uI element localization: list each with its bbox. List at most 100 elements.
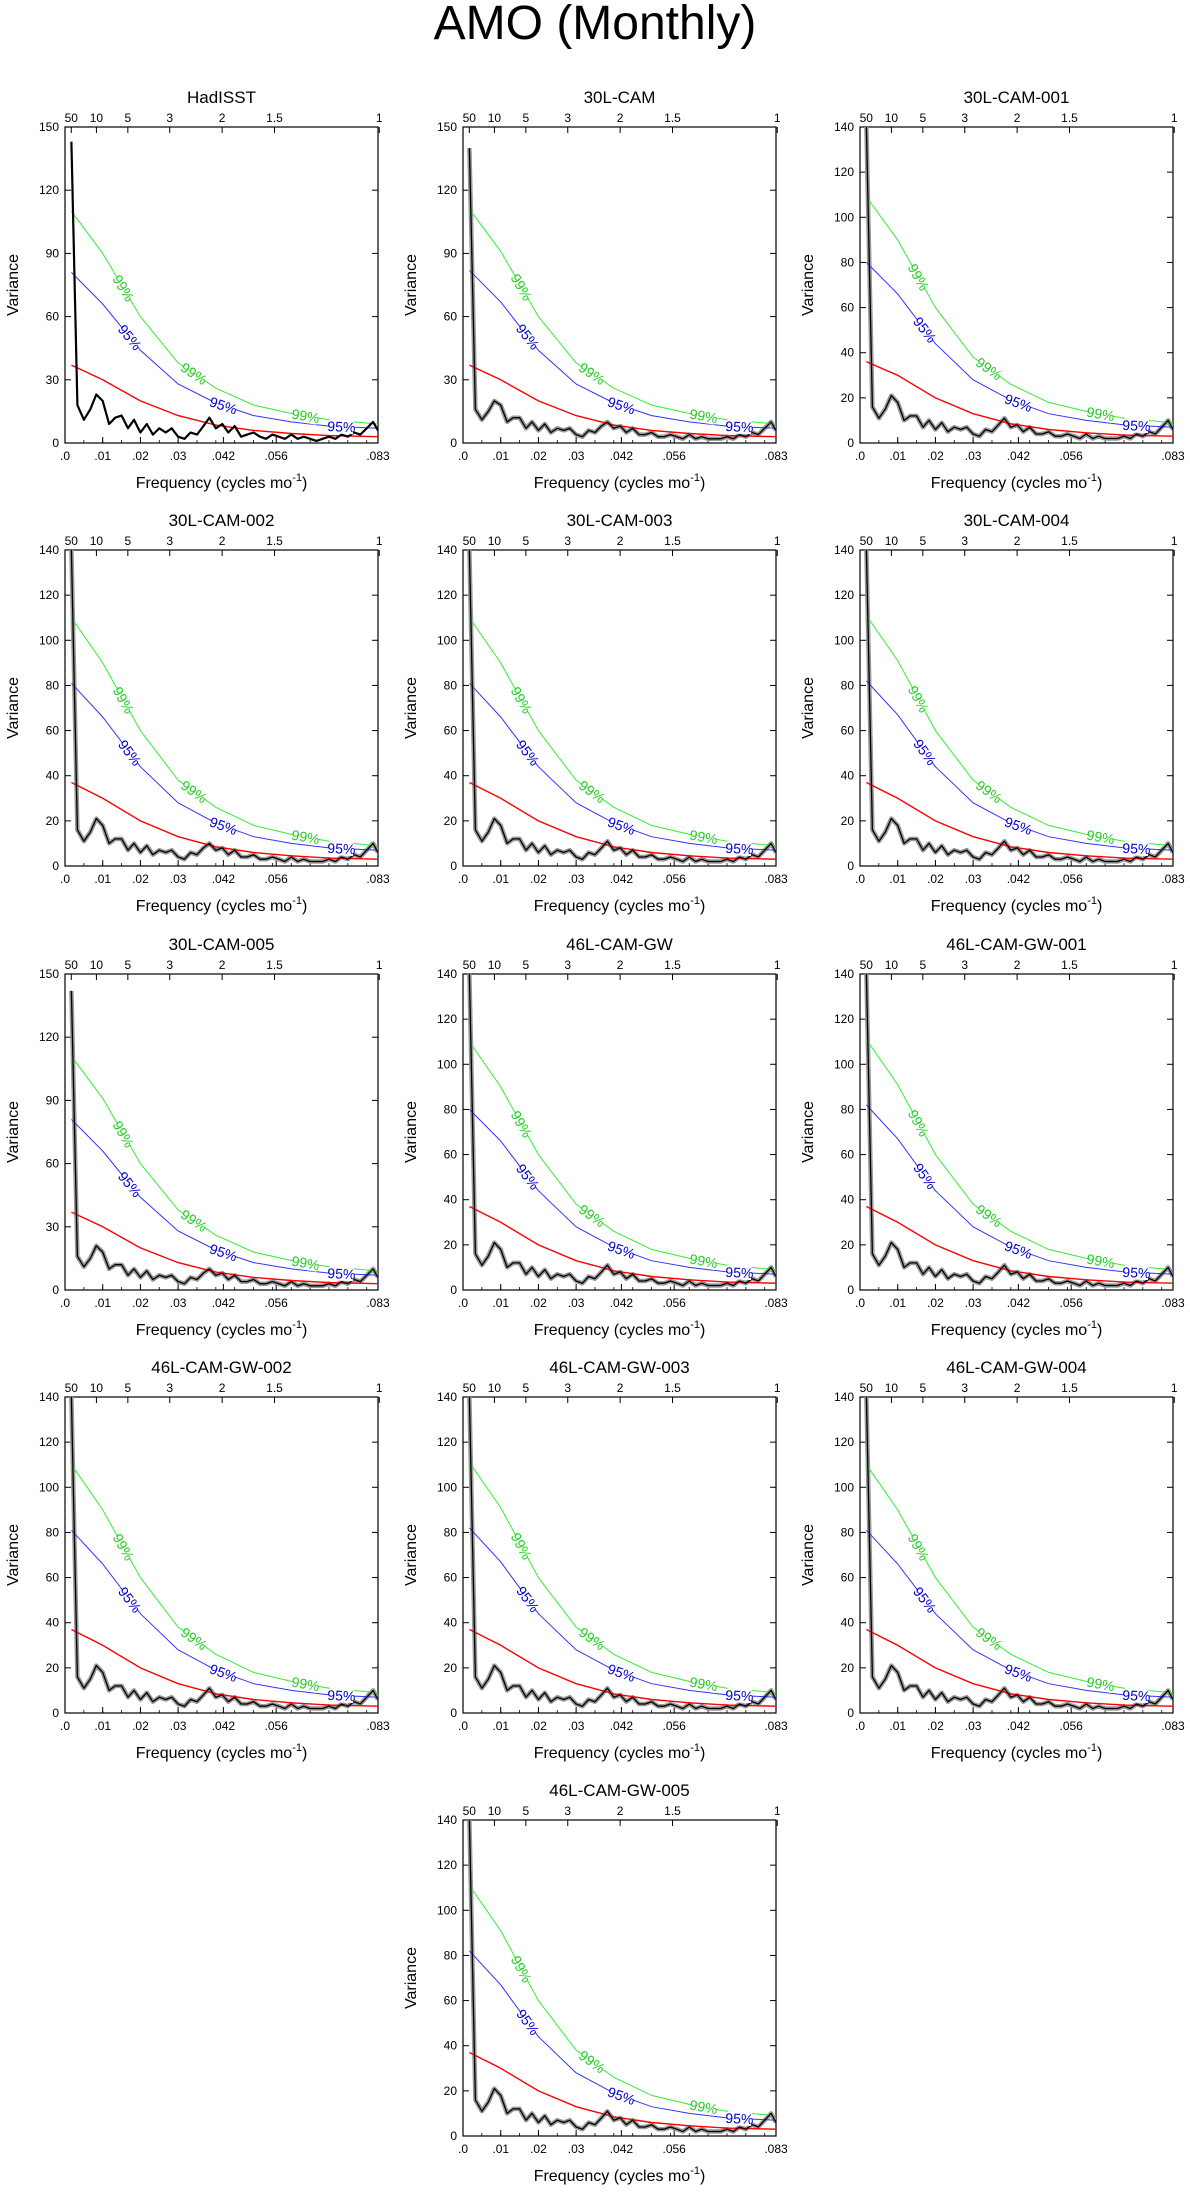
y-axis-label: Variance [403,254,420,316]
sig99-label: 99% [508,1953,535,1985]
sig95-label-bg [607,395,635,416]
period-tick-label: 50 [65,111,79,125]
y-tick-label: 150 [437,120,457,134]
y-tick-label: 100 [39,633,59,647]
y-tick-label: 30 [444,373,458,387]
x-tick-label: .042 [610,2142,634,2156]
y-tick-label: 150 [39,120,59,134]
x-tick-label: .01 [492,2142,509,2156]
y-tick-label: 100 [834,1480,854,1494]
x-tick-label: .02 [530,872,547,886]
period-tick-label: 3 [166,111,173,125]
y-tick-label: 80 [841,678,855,692]
x-tick-label: .01 [94,1296,111,1310]
sig95-label-bg [209,395,237,416]
period-tick-label: 10 [885,958,899,972]
period-tick-label: 10 [90,111,104,125]
x-tick-label: .083 [764,1719,788,1733]
x-tick-label: .01 [94,1719,111,1733]
x-tick-label: .03 [170,872,187,886]
y-tick-label: 0 [52,436,59,450]
sig95-label-bg [607,2085,636,2107]
x-tick-label: .083 [366,1296,390,1310]
period-tick-label: 3 [564,111,571,125]
sig99-label-bg [690,1251,717,1270]
sig99-label-bg [111,1120,136,1149]
x-tick-label: .042 [1007,872,1031,886]
plot-frame [64,1396,379,1714]
sig95-label: 95% [327,1265,356,1282]
sig95-label: 95% [725,840,754,857]
x-tick-label: .083 [764,872,788,886]
y-axis-label: Variance [5,1101,22,1163]
sig99-label-bg [690,1674,717,1693]
sig95-label-bg [727,419,752,435]
x-tick-label: .02 [927,1296,944,1310]
period-tick-label: 1 [774,111,781,125]
sig99-label-bg [975,1625,1003,1652]
y-tick-label: 0 [450,436,457,450]
sig99-label-bg [975,1202,1003,1229]
y-tick-label: 60 [46,1571,60,1585]
y-tick-label: 140 [39,543,59,557]
sig95-label-bg [515,738,541,767]
period-tick-label: 1.5 [664,534,681,548]
y-tick-label: 100 [437,1057,457,1071]
sig95-label: 95% [327,418,356,435]
sig95-label-bg [209,1662,238,1684]
plot-frame [462,549,777,867]
y-tick-label: 140 [437,1390,457,1404]
y-tick-label: 20 [46,814,60,828]
series-group [864,127,1173,441]
sig95-label: 95% [725,1687,754,1704]
y-tick-label: 0 [52,1706,59,1720]
red-noise-line [469,2051,776,2130]
panel-title: 46L-CAM-GW [566,935,673,954]
x-tick-label: .03 [568,1296,585,1310]
sig99-label-bg [578,1625,606,1652]
x-tick-label: .03 [568,1719,585,1733]
period-tick-label: 3 [564,1381,571,1395]
sig95-label-bg [1004,1239,1033,1261]
spectrum-spread-line [467,148,776,442]
sig95-label-bg [515,2008,541,2036]
sig99-label: 99% [905,261,933,293]
x-axis-label: Frequency (cycles mo-1) [534,1319,706,1339]
x-tick-label: .01 [492,1719,509,1733]
series-group [467,550,776,864]
period-tick-label: 1.5 [664,1804,681,1818]
sig95-label: 95% [605,1238,637,1263]
period-tick-label: 3 [166,534,173,548]
series-group [864,550,1173,864]
x-axis-label: Frequency (cycles mo-1) [534,472,706,492]
panel-title: 30L-CAM-003 [567,511,673,530]
x-tick-label: .01 [889,1719,906,1733]
spectrum-spread-line [864,1397,1173,1711]
panel-title: 30L-CAM-005 [169,935,275,954]
sig99-line [468,617,776,847]
sig99-label: 99% [508,271,536,303]
sig99-label: 99% [688,1251,718,1272]
y-tick-label: 0 [847,1283,854,1297]
sig99-label: 99% [508,1108,536,1140]
sig99-label-bg [1087,1251,1114,1270]
sig95-label: 95% [513,1161,543,1193]
period-tick-label: 1 [1171,111,1178,125]
y-tick-label: 40 [444,769,458,783]
period-tick-label: 50 [860,1381,874,1395]
y-axis-label: Variance [403,1101,420,1163]
y-tick-label: 80 [444,1948,458,1962]
x-tick-label: .02 [530,1719,547,1733]
sig99-label: 99% [109,272,137,304]
period-tick-label: 1 [774,534,781,548]
x-tick-label: .083 [1161,449,1185,463]
period-tick-label: 3 [961,111,968,125]
sig99-label-bg [292,1674,319,1693]
period-tick-label: 1 [376,534,383,548]
spectrum-line [70,141,378,442]
x-tick-label: .02 [132,449,149,463]
